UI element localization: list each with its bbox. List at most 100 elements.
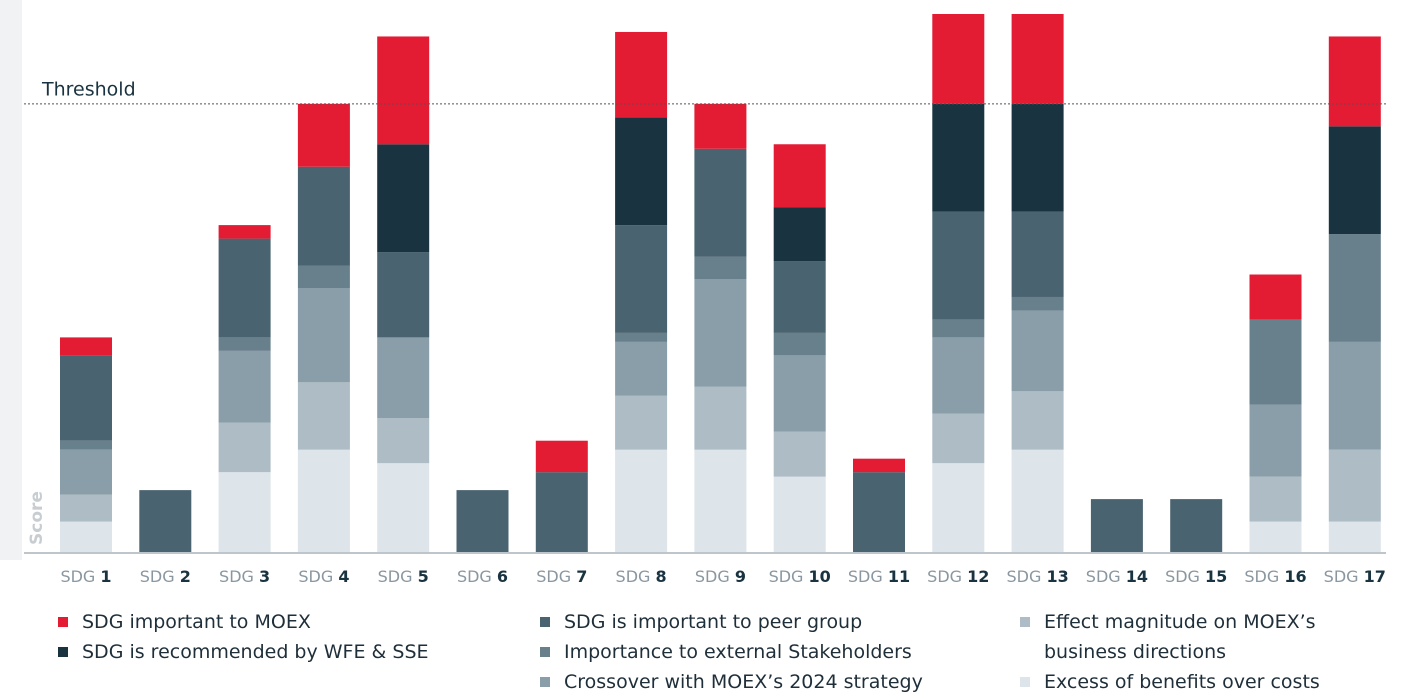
bar-segment	[218, 225, 271, 239]
bar-segment	[615, 31, 668, 118]
bar-segment	[60, 521, 112, 553]
x-tick-label: SDG 5	[378, 567, 429, 586]
x-tick-number: 14	[1126, 567, 1148, 586]
x-tick-prefix: SDG	[298, 567, 338, 586]
legend-label: Effect magnitude on MOEX’s business dire…	[1044, 611, 1316, 663]
bar-segment	[377, 418, 430, 464]
bar-segment	[694, 386, 747, 450]
bar-segment	[615, 117, 668, 226]
x-tick-label: SDG 14	[1086, 567, 1148, 586]
bar-segment	[694, 449, 747, 553]
x-tick-number: 16	[1284, 567, 1306, 586]
bar-segment	[773, 355, 826, 432]
bar-segment	[297, 287, 350, 383]
x-tick-label: SDG 16	[1244, 567, 1306, 586]
bar-segment	[773, 207, 826, 262]
bar-segment	[932, 103, 985, 212]
bar-segment	[932, 337, 985, 414]
x-tick-label: SDG 12	[927, 567, 989, 586]
x-tick-number: 15	[1205, 567, 1227, 586]
x-tick-label: SDG 9	[695, 567, 746, 586]
x-tick-number: 4	[338, 567, 349, 586]
bar-segment	[1011, 296, 1064, 311]
x-tick-number: 13	[1046, 567, 1068, 586]
x-tick-prefix: SDG	[1165, 567, 1205, 586]
x-tick-number: 10	[809, 567, 831, 586]
bar-segment	[615, 225, 668, 333]
legend-swatch	[540, 617, 550, 627]
bar-segment	[1328, 341, 1381, 450]
x-tick-prefix: SDG	[769, 567, 809, 586]
x-tick-label: SDG 6	[457, 567, 508, 586]
bar-segment	[1090, 499, 1143, 553]
bar-segment	[377, 337, 430, 419]
legend-swatch	[540, 647, 550, 657]
bar-segment	[60, 494, 112, 522]
legend-item: Excess of benefits over costs	[1020, 667, 1427, 697]
bar-segment	[1328, 36, 1381, 127]
x-tick-prefix: SDG	[848, 567, 888, 586]
x-tick-label: SDG 7	[536, 567, 587, 586]
x-tick-prefix: SDG	[1086, 567, 1126, 586]
x-tick-number: 1	[100, 567, 111, 586]
bar-segment	[1249, 404, 1302, 477]
bar-segment	[1249, 274, 1302, 320]
bar-segment	[1328, 521, 1381, 553]
bar-segment	[773, 476, 826, 553]
bar-segment	[694, 256, 747, 280]
legend-item: SDG important to MOEX	[58, 607, 522, 637]
bar-segment	[218, 238, 271, 338]
x-tick-label: SDG 8	[616, 567, 667, 586]
bar-segment	[139, 490, 192, 553]
bar-segment	[615, 449, 668, 553]
bar-segment	[615, 341, 668, 396]
bar-segment	[297, 449, 350, 553]
bar-segment	[377, 144, 430, 253]
legend-swatch	[58, 617, 68, 627]
legend-item: Importance to external Stakeholders	[540, 637, 1004, 667]
bar-segment	[773, 261, 826, 333]
bar-segment	[60, 337, 112, 356]
bar-segment	[1328, 234, 1381, 342]
bar-segment	[297, 265, 350, 288]
bar-segment	[932, 413, 985, 464]
bar-segment	[853, 472, 905, 553]
x-tick-label: SDG 11	[848, 567, 910, 586]
bar-segment	[694, 279, 747, 387]
bar-segment	[932, 319, 985, 338]
x-tick-number: 6	[497, 567, 508, 586]
bar-segment	[60, 440, 112, 450]
bar-segment	[932, 463, 985, 553]
threshold-label: Threshold	[41, 79, 136, 101]
bar-segment	[297, 103, 350, 167]
x-tick-number: 2	[180, 567, 191, 586]
bar-segment	[1249, 319, 1302, 405]
bar-segment	[1011, 449, 1064, 553]
x-tick-label: SDG 17	[1324, 567, 1386, 586]
bar-segment	[218, 422, 271, 473]
x-tick-prefix: SDG	[927, 567, 967, 586]
x-tick-prefix: SDG	[457, 567, 497, 586]
legend-item: SDG is important to peer group	[540, 607, 1004, 637]
legend-item: Crossover with MOEX’s 2024 strategy	[540, 667, 1004, 697]
x-tick-label: SDG 3	[219, 567, 270, 586]
x-tick-number: 9	[735, 567, 746, 586]
x-tick-number: 3	[259, 567, 270, 586]
x-tick-prefix: SDG	[378, 567, 418, 586]
x-tick-prefix: SDG	[536, 567, 576, 586]
bar-segment	[932, 14, 985, 104]
legend-label: SDG important to MOEX	[82, 611, 311, 633]
bar-segment	[1249, 521, 1302, 553]
bar-segment	[932, 211, 985, 320]
x-tick-prefix: SDG	[60, 567, 100, 586]
bar-segment	[218, 337, 271, 351]
x-tick-label: SDG 10	[769, 567, 831, 586]
x-tick-prefix: SDG	[140, 567, 180, 586]
bar-segment	[853, 458, 905, 473]
bar-segment	[535, 472, 588, 553]
bar-segment	[60, 355, 112, 441]
axis-label: Score	[27, 491, 47, 545]
legend-label: Excess of benefits over costs	[1044, 671, 1320, 693]
